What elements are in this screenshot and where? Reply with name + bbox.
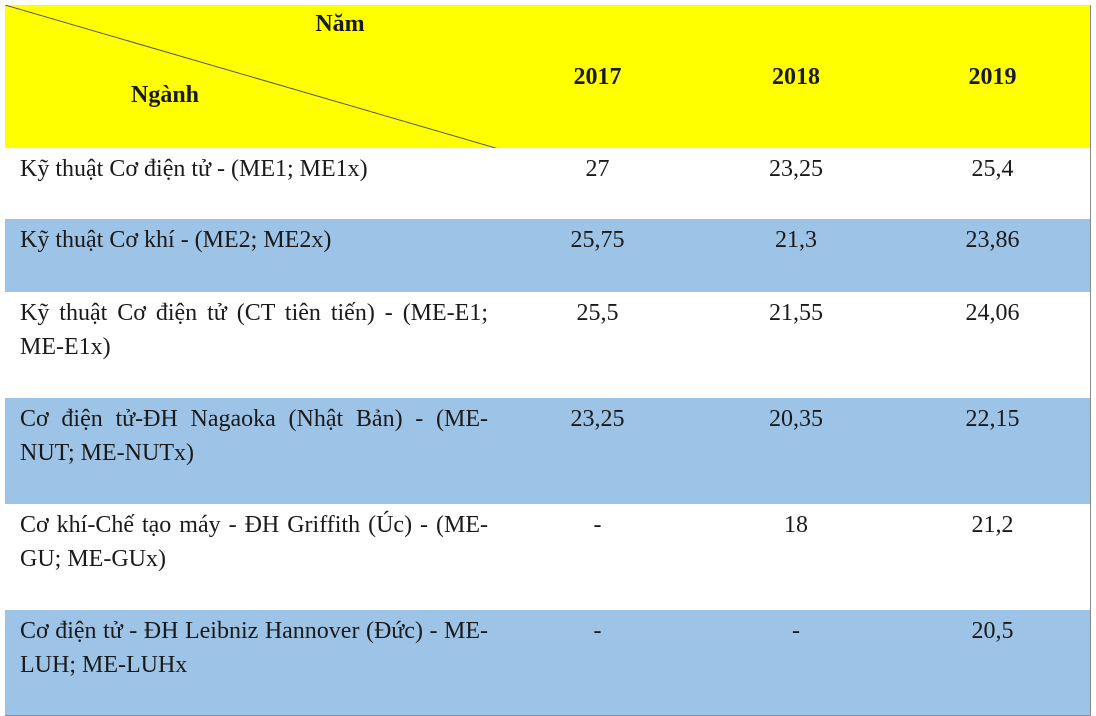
- score-cell: 24,06: [895, 292, 1091, 399]
- score-cell: 21,55: [697, 292, 896, 399]
- score-cell: 23,86: [895, 219, 1091, 293]
- row-label: Cơ điện tử - ĐH Leibniz Hannover (Đức) -…: [5, 610, 499, 716]
- score-cell: 21,2: [895, 504, 1091, 611]
- score-cell: 22,15: [895, 398, 1091, 505]
- score-cell: -: [498, 610, 698, 716]
- score-cell: 21,3: [697, 219, 896, 293]
- score-cell: 27: [498, 148, 698, 220]
- year-header: 2018: [697, 5, 896, 149]
- header-corner: Năm Ngành: [5, 5, 499, 149]
- score-cell: 20,35: [697, 398, 896, 505]
- year-header: 2019: [895, 5, 1091, 149]
- score-cell: -: [697, 610, 896, 716]
- field-caption: Ngành: [130, 82, 200, 108]
- row-label: Kỹ thuật Cơ điện tử (CT tiên tiến) - (ME…: [5, 292, 499, 399]
- year-caption: Năm: [315, 11, 365, 37]
- score-cell: 25,4: [895, 148, 1091, 220]
- table: Năm Ngành 2017 2018 2019 Kỹ thuật Cơ điện tử …: [5, 5, 1091, 716]
- year-header: 2017: [498, 5, 698, 149]
- score-cell: -: [498, 504, 698, 611]
- score-cell: 20,5: [895, 610, 1091, 716]
- row-label: Cơ khí-Chế tạo máy - ĐH Griffith (Úc) - …: [5, 504, 499, 611]
- row-label: Kỹ thuật Cơ điện tử - (ME1; ME1x): [5, 148, 499, 220]
- diagonal-line: [5, 5, 499, 149]
- score-cell: 25,5: [498, 292, 698, 399]
- row-label: Kỹ thuật Cơ khí - (ME2; ME2x): [5, 219, 499, 293]
- score-cell: 23,25: [498, 398, 698, 505]
- score-cell: 25,75: [498, 219, 698, 293]
- score-cell: 23,25: [697, 148, 896, 220]
- score-cell: 18: [697, 504, 896, 611]
- row-label: Cơ điện tử-ĐH Nagaoka (Nhật Bản) - (ME-N…: [5, 398, 499, 505]
